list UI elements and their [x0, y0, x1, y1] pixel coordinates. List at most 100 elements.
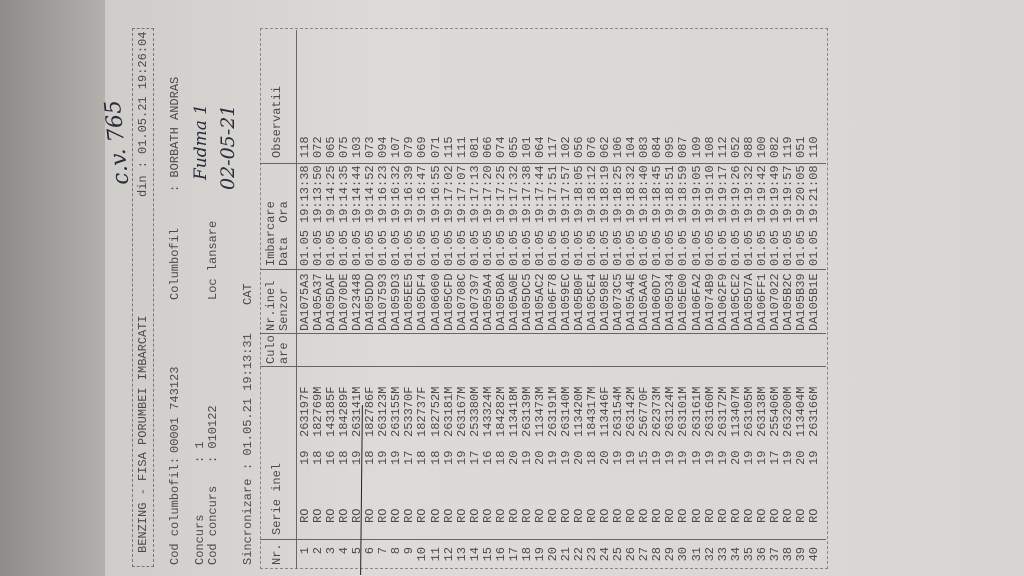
row-time: 19:18:59 [676, 165, 691, 223]
table-row: 36 RO 19 263138M DA106FF1 01.05 19:19:42 100 [754, 30, 769, 575]
row-year: 18 [585, 450, 600, 465]
row-nr: 24 [598, 547, 613, 562]
row-year: 19 [559, 450, 573, 465]
handwritten-date: 02-05-21 [217, 104, 239, 190]
row-country: RO [376, 508, 391, 523]
row-year: 18 [428, 450, 443, 465]
form-title: BENZING - FISA PORUMBEI IMBARCATI [136, 315, 150, 553]
row-date: 01.05 [363, 229, 378, 266]
row-country: RO [741, 508, 756, 523]
col-header-culoare-2: are [277, 342, 291, 364]
row-observatii: 094 [376, 136, 391, 158]
row-nr: 21 [559, 547, 573, 562]
row-observatii: 101 [519, 136, 534, 158]
row-date: 01.05 [389, 229, 404, 266]
col-header-nr: Nr. [270, 543, 284, 565]
row-date: 01.05 [585, 229, 600, 266]
row-sensor: DA105B2C [780, 273, 795, 331]
row-ring: 263191M [545, 386, 560, 437]
row-sensor: DA105D7A [741, 273, 756, 331]
table-row: 33 RO 19 263172M DA1062F9 01.05 19:19:17 112 [715, 30, 730, 575]
row-sensor: DA1074B9 [702, 273, 717, 331]
table-row: 5 RO 19 263141M DA123448 01.05 19:14:44 103 [350, 30, 364, 575]
row-observatii: 100 [754, 136, 769, 158]
row-ring: 263124M [663, 386, 678, 437]
row-observatii: 056 [572, 136, 587, 158]
row-time: 19:21:08 [806, 165, 821, 223]
row-country: RO [598, 508, 613, 523]
row-year: 20 [506, 450, 521, 465]
row-nr: 23 [585, 547, 600, 562]
row-year: 19 [715, 450, 730, 465]
row-ring: 182737F [415, 386, 430, 437]
row-year: 19 [454, 450, 469, 465]
row-year: 18 [415, 450, 430, 465]
row-nr: 28 [650, 547, 665, 562]
row-observatii: 084 [650, 136, 665, 158]
row-time: 19:14:25 [324, 165, 339, 223]
row-ring: 263197F [298, 386, 312, 437]
row-year: 19 [663, 450, 678, 465]
row-sensor: DA106FF1 [754, 273, 769, 331]
row-nr: 11 [428, 547, 443, 562]
row-time: 19:17:51 [545, 165, 560, 223]
row-country: RO [428, 508, 443, 523]
row-time: 19:17:57 [559, 165, 573, 223]
table-row: 19 RO 20 113473M DA105AC2 01.05 19:17:44 064 [532, 30, 547, 575]
din-label: din : [136, 160, 150, 197]
row-observatii: 071 [428, 136, 443, 158]
row-date: 01.05 [402, 229, 417, 266]
row-country: RO [545, 508, 560, 523]
row-country: RO [389, 508, 404, 523]
row-country: RO [637, 508, 652, 523]
col-header-observatii: Observatii [270, 85, 284, 158]
table-row: 30 RO 19 263101M DA105E00 01.05 19:18:59 087 [676, 30, 691, 575]
row-time: 19:19:05 [689, 165, 704, 223]
row-observatii: 083 [637, 136, 652, 158]
row-sensor: DA107022 [767, 273, 782, 331]
row-ring: 263139M [519, 386, 534, 437]
row-country: RO [585, 508, 600, 523]
row-observatii: 065 [324, 136, 339, 158]
row-ring: 113404M [793, 386, 808, 437]
table-row: 29 RO 19 263124M DA105D34 01.05 19:18:51 095 [663, 30, 678, 575]
row-ring: 143185F [324, 386, 339, 437]
row-date: 01.05 [624, 229, 639, 266]
row-nr: 40 [806, 547, 821, 562]
row-ring: 262373M [650, 386, 665, 437]
row-year: 19 [806, 450, 821, 465]
row-sensor: DA105CE4 [585, 273, 600, 331]
row-date: 01.05 [506, 229, 521, 266]
row-observatii: 119 [780, 136, 795, 158]
row-year: 20 [598, 450, 613, 465]
row-ring: 113420M [572, 386, 587, 437]
table-row: 21 RO 19 263140M DA1059EC 01.05 19:17:57 102 [559, 30, 573, 575]
row-time: 19:17:25 [493, 165, 508, 223]
row-year: 19 [650, 450, 665, 465]
row-ring: 256770F [637, 386, 652, 437]
row-date: 01.05 [532, 229, 547, 266]
table-row: 28 RO 19 262373M DA1060D7 01.05 19:18:45 084 [650, 30, 665, 575]
header-divider [296, 30, 297, 569]
row-ring: 263154M [611, 386, 626, 437]
row-time: 19:19:10 [702, 165, 717, 223]
table-row: 34 RO 20 113407M DA105CE2 01.05 19:19:26 052 [728, 30, 743, 575]
din-value: 01.05.21 19:26:04 [136, 31, 150, 154]
row-date: 01.05 [611, 229, 626, 266]
row-ring: 263161M [689, 386, 704, 437]
row-nr: 15 [480, 547, 495, 562]
row-time: 19:14:52 [363, 165, 378, 223]
row-date: 01.05 [689, 229, 704, 266]
row-country: RO [454, 508, 469, 523]
row-date: 01.05 [806, 229, 821, 266]
row-year: 19 [754, 450, 769, 465]
row-year: 19 [741, 450, 756, 465]
table-row: 22 RO 20 113420M DA105B0F 01.05 19:18:05 056 [572, 30, 587, 575]
row-country: RO [689, 508, 704, 523]
row-ring: 113418M [506, 386, 521, 437]
row-ring: 263101M [676, 386, 691, 437]
row-observatii: 052 [728, 136, 743, 158]
row-year: 19 [676, 450, 691, 465]
row-observatii: 062 [598, 136, 613, 158]
row-observatii: 117 [545, 136, 560, 158]
